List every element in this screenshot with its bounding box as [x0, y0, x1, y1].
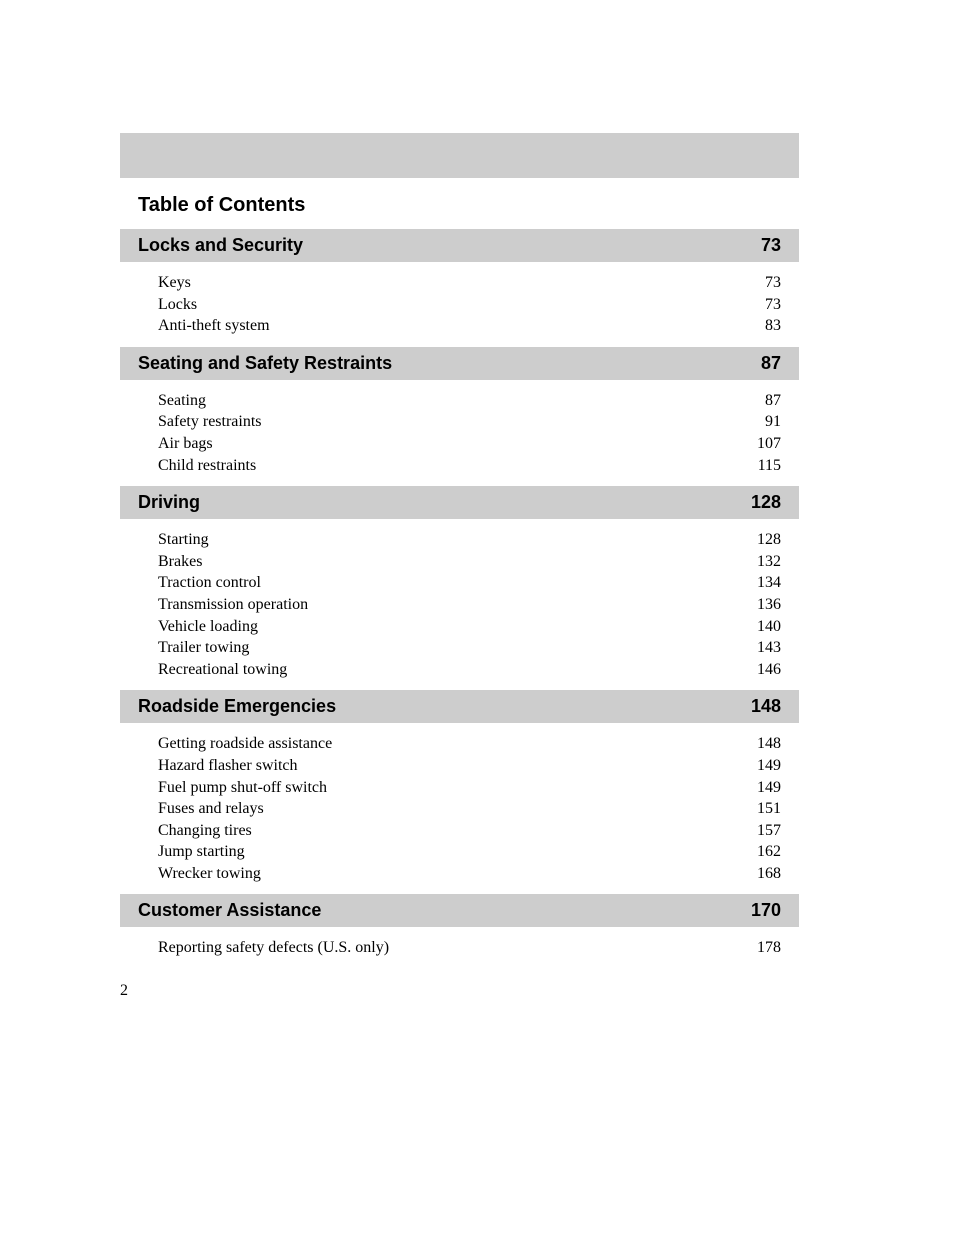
toc-item[interactable]: Recreational towing 146 [158, 659, 781, 681]
toc-item-label: Seating [158, 390, 206, 412]
toc-item-label: Anti-theft system [158, 315, 270, 337]
toc-item-label: Traction control [158, 572, 261, 594]
section-items: Seating87Safety restraints91Air bags107C… [120, 380, 799, 486]
section-header[interactable]: Seating and Safety Restraints 87 [120, 347, 799, 380]
section-items: Reporting safety defects (U.S. only) 178 [120, 927, 799, 969]
page-number: 2 [120, 982, 128, 1000]
toc-item-label: Locks [158, 294, 197, 316]
toc-item-label: Air bags [158, 433, 213, 455]
section-title: Driving [138, 492, 200, 513]
toc-item-label: Vehicle loading [158, 616, 258, 638]
toc-item[interactable]: Brakes 132 [158, 551, 781, 573]
toc-item-page: 143 [757, 637, 781, 659]
toc-item-label: Starting [158, 529, 209, 551]
toc-item[interactable]: Changing tires 157 [158, 820, 781, 842]
toc-item[interactable]: Keys 73 [158, 272, 781, 294]
toc-item-page: 107 [757, 433, 781, 455]
section-title: Seating and Safety Restraints [138, 353, 392, 374]
toc-item-page: 134 [757, 572, 781, 594]
toc-item-label: Fuses and relays [158, 798, 264, 820]
section-page: 128 [751, 492, 781, 513]
toc-item-page: 128 [757, 529, 781, 551]
toc-item[interactable]: Traction control 134 [158, 572, 781, 594]
toc-item[interactable]: Seating 87 [158, 390, 781, 412]
section-page: 73 [761, 235, 781, 256]
toc-item-page: 132 [757, 551, 781, 573]
toc-item[interactable]: Jump starting 162 [158, 841, 781, 863]
toc-item-page: 83 [765, 315, 781, 337]
toc-item-label: Changing tires [158, 820, 252, 842]
toc-item-label: Hazard flasher switch [158, 755, 298, 777]
toc-item[interactable]: Child restraints 115 [158, 455, 781, 477]
toc-item[interactable]: Vehicle loading 140 [158, 616, 781, 638]
toc-item[interactable]: Transmission operation 136 [158, 594, 781, 616]
page-container: Table of Contents Locks and Security73Ke… [0, 0, 954, 969]
toc-item-page: 148 [757, 733, 781, 755]
toc-item[interactable]: Getting roadside assistance 148 [158, 733, 781, 755]
title-bar: Table of Contents [120, 180, 799, 229]
section-items: Starting128Brakes132Traction control134T… [120, 519, 799, 690]
section-page: 170 [751, 900, 781, 921]
page-title: Table of Contents [138, 194, 781, 217]
toc-item-label: Trailer towing [158, 637, 249, 659]
toc-item[interactable]: Reporting safety defects (U.S. only) 178 [158, 937, 781, 959]
section-page: 87 [761, 353, 781, 374]
toc-item[interactable]: Trailer towing 143 [158, 637, 781, 659]
toc-item-page: 151 [757, 798, 781, 820]
section-items: Keys 73 Locks 73 Anti-theft system 83 [120, 262, 799, 347]
toc-item-label: Keys [158, 272, 191, 294]
section-title: Roadside Emergencies [138, 696, 336, 717]
toc-item[interactable]: Fuses and relays 151 [158, 798, 781, 820]
section-title: Customer Assistance [138, 900, 321, 921]
toc-item-page: 136 [757, 594, 781, 616]
section-items: Getting roadside assistance148Hazard fla… [120, 723, 799, 894]
section-page: 148 [751, 696, 781, 717]
toc-item-label: Brakes [158, 551, 202, 573]
toc-item-page: 73 [765, 294, 781, 316]
toc-item[interactable]: Anti-theft system 83 [158, 315, 781, 337]
toc-item-page: 146 [757, 659, 781, 681]
toc-item-page: 162 [757, 841, 781, 863]
toc-item-label: Transmission operation [158, 594, 308, 616]
toc-item[interactable]: Hazard flasher switch 149 [158, 755, 781, 777]
toc-item-label: Child restraints [158, 455, 256, 477]
toc-sections: Locks and Security73Keys73Locks73Anti-th… [120, 229, 799, 969]
toc-item-page: 178 [757, 937, 781, 959]
toc-item-label: Getting roadside assistance [158, 733, 332, 755]
toc-item-page: 87 [765, 390, 781, 412]
top-decorative-bar [120, 133, 799, 178]
toc-item-label: Safety restraints [158, 411, 262, 433]
toc-item-page: 73 [765, 272, 781, 294]
toc-item-label: Jump starting [158, 841, 245, 863]
toc-item-page: 149 [757, 777, 781, 799]
toc-item-label: Fuel pump shut-off switch [158, 777, 327, 799]
toc-item-label: Reporting safety defects (U.S. only) [158, 937, 389, 959]
section-title: Locks and Security [138, 235, 303, 256]
toc-item[interactable]: Air bags 107 [158, 433, 781, 455]
section-header[interactable]: Driving 128 [120, 486, 799, 519]
section-header[interactable]: Customer Assistance 170 [120, 894, 799, 927]
toc-item-page: 115 [758, 455, 781, 477]
toc-item-label: Recreational towing [158, 659, 287, 681]
toc-item[interactable]: Wrecker towing 168 [158, 863, 781, 885]
toc-item[interactable]: Locks 73 [158, 294, 781, 316]
toc-item-page: 91 [765, 411, 781, 433]
toc-item-page: 168 [757, 863, 781, 885]
toc-item-page: 140 [757, 616, 781, 638]
section-header[interactable]: Roadside Emergencies 148 [120, 690, 799, 723]
toc-item-page: 149 [757, 755, 781, 777]
section-header[interactable]: Locks and Security 73 [120, 229, 799, 262]
toc-item-page: 157 [757, 820, 781, 842]
toc-item[interactable]: Starting 128 [158, 529, 781, 551]
toc-item[interactable]: Fuel pump shut-off switch 149 [158, 777, 781, 799]
toc-item[interactable]: Safety restraints 91 [158, 411, 781, 433]
toc-item-label: Wrecker towing [158, 863, 261, 885]
